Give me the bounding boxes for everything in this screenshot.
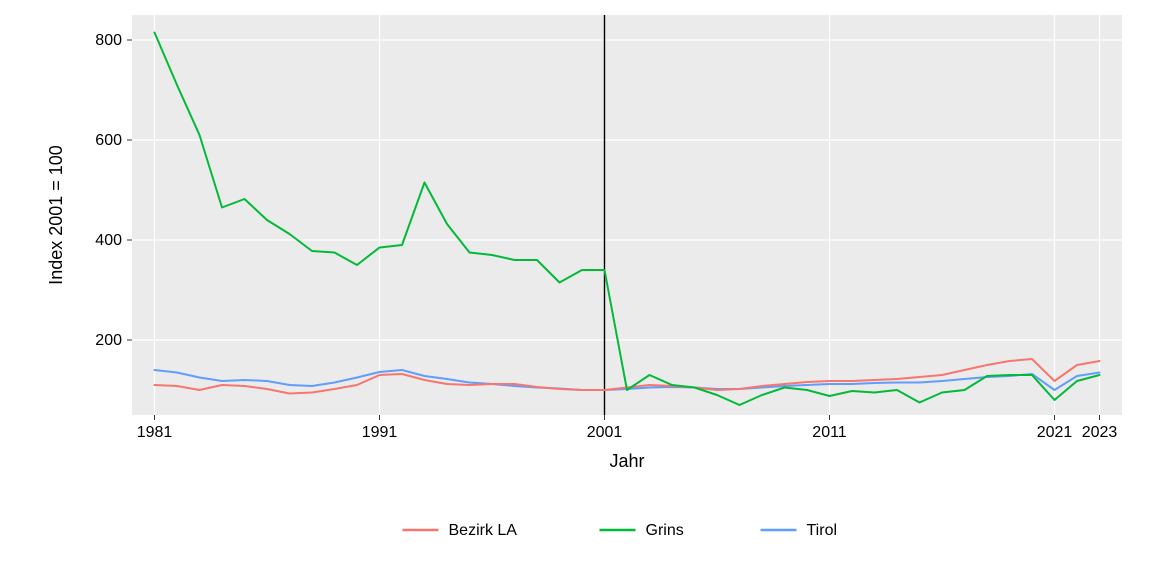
x-axis-title: Jahr xyxy=(609,451,644,471)
line-chart: 1981 1991 2001 2011 2021 2023 200 400 600 800 Jahr… xyxy=(0,0,1152,576)
legend-label-bezirk: Bezirk LA xyxy=(449,522,518,539)
xtick-label: 2021 xyxy=(1037,424,1073,441)
y-axis-title: Index 2001 = 100 xyxy=(46,145,66,285)
xtick-label: 2011 xyxy=(812,424,847,441)
ytick-label: 200 xyxy=(95,332,122,349)
ytick-label: 400 xyxy=(95,232,122,249)
legend: Bezirk LA Grins Tirol xyxy=(403,522,838,539)
ytick-label: 800 xyxy=(95,32,122,49)
xtick-label: 2023 xyxy=(1082,424,1118,441)
plot-panel xyxy=(132,15,1122,415)
legend-label-tirol: Tirol xyxy=(807,522,838,539)
xtick-label: 2001 xyxy=(587,424,623,441)
ytick-label: 600 xyxy=(95,132,122,149)
legend-label-grins: Grins xyxy=(646,522,684,539)
xtick-label: 1981 xyxy=(137,424,173,441)
xtick-label: 1991 xyxy=(362,424,398,441)
chart-container: 1981 1991 2001 2011 2021 2023 200 400 600 800 Jahr… xyxy=(0,0,1152,576)
